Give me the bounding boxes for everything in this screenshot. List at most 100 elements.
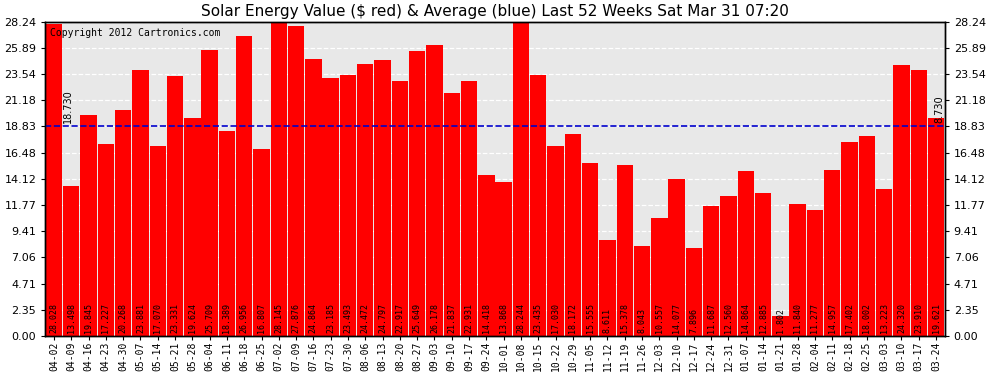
Text: 21.837: 21.837 — [447, 303, 456, 333]
Text: 24.797: 24.797 — [378, 303, 387, 333]
Bar — [270, 23, 287, 336]
Text: 17.227: 17.227 — [101, 303, 110, 333]
Bar — [893, 65, 910, 336]
Text: 11.687: 11.687 — [707, 303, 716, 333]
Text: 28.244: 28.244 — [517, 303, 526, 333]
Text: 11.840: 11.840 — [793, 303, 802, 333]
Bar — [253, 149, 269, 336]
Bar — [115, 110, 132, 336]
Bar — [842, 142, 857, 336]
Bar — [807, 210, 823, 336]
Bar — [374, 60, 391, 336]
Text: 22.917: 22.917 — [395, 303, 404, 333]
Bar — [201, 50, 218, 336]
Bar — [305, 59, 322, 336]
Text: 23.881: 23.881 — [136, 303, 145, 333]
Bar — [357, 64, 373, 336]
Text: 10.557: 10.557 — [654, 303, 664, 333]
Text: 20.268: 20.268 — [119, 303, 128, 333]
Bar — [754, 192, 771, 336]
Text: 19.621: 19.621 — [932, 303, 940, 333]
Text: 14.418: 14.418 — [482, 303, 491, 333]
Bar — [928, 118, 944, 336]
Bar — [513, 22, 530, 336]
Bar — [444, 93, 460, 336]
Text: 14.957: 14.957 — [828, 303, 837, 333]
Text: 17.070: 17.070 — [153, 303, 162, 333]
Bar — [392, 81, 408, 336]
Text: 23.910: 23.910 — [914, 303, 924, 333]
Text: 13.223: 13.223 — [880, 303, 889, 333]
Text: 1.802: 1.802 — [776, 308, 785, 333]
Bar — [738, 171, 754, 336]
Bar — [63, 186, 79, 336]
Text: 23.493: 23.493 — [344, 303, 352, 333]
Text: 8.730: 8.730 — [935, 96, 944, 123]
Bar — [288, 26, 304, 336]
Bar — [789, 204, 806, 336]
Text: 8.043: 8.043 — [638, 308, 646, 333]
Text: 15.555: 15.555 — [586, 303, 595, 333]
Bar — [858, 136, 875, 336]
Bar — [721, 196, 737, 336]
Text: 18.172: 18.172 — [568, 303, 577, 333]
Text: 24.472: 24.472 — [360, 303, 370, 333]
Text: 12.560: 12.560 — [724, 303, 733, 333]
Bar — [323, 78, 339, 336]
Bar — [167, 76, 183, 336]
Bar — [582, 163, 598, 336]
Bar — [530, 75, 546, 336]
Text: 28.145: 28.145 — [274, 303, 283, 333]
Bar — [824, 170, 841, 336]
Text: 7.896: 7.896 — [689, 308, 698, 333]
Text: 13.868: 13.868 — [499, 303, 508, 333]
Bar — [98, 144, 114, 336]
Bar — [634, 246, 650, 336]
Text: 19.624: 19.624 — [188, 303, 197, 333]
Bar — [46, 24, 62, 336]
Bar — [184, 118, 201, 336]
Bar — [236, 36, 252, 336]
Text: 23.331: 23.331 — [170, 303, 179, 333]
Text: 13.498: 13.498 — [66, 303, 76, 333]
Text: 12.885: 12.885 — [758, 303, 767, 333]
Bar — [478, 176, 495, 336]
Text: 28.028: 28.028 — [50, 303, 58, 333]
Text: 25.709: 25.709 — [205, 303, 214, 333]
Bar — [686, 248, 702, 336]
Text: 23.185: 23.185 — [326, 303, 336, 333]
Text: 26.178: 26.178 — [430, 303, 439, 333]
Bar — [876, 189, 892, 336]
Text: 17.030: 17.030 — [551, 303, 560, 333]
Text: 8.611: 8.611 — [603, 308, 612, 333]
Bar — [911, 70, 927, 336]
Bar — [617, 165, 633, 336]
Text: 22.931: 22.931 — [464, 303, 473, 333]
Bar — [668, 179, 685, 336]
Bar — [219, 131, 236, 336]
Text: 11.277: 11.277 — [811, 303, 820, 333]
Bar — [409, 51, 426, 336]
Bar — [460, 81, 477, 336]
Text: 18.002: 18.002 — [862, 303, 871, 333]
Text: 26.956: 26.956 — [240, 303, 248, 333]
Bar — [547, 147, 563, 336]
Text: 27.876: 27.876 — [292, 303, 301, 333]
Text: 16.807: 16.807 — [257, 303, 266, 333]
Text: 18.389: 18.389 — [223, 303, 232, 333]
Text: 18.730: 18.730 — [62, 89, 72, 123]
Bar — [495, 182, 512, 336]
Bar — [703, 206, 720, 336]
Bar — [149, 146, 166, 336]
Bar — [427, 45, 443, 336]
Text: 24.864: 24.864 — [309, 303, 318, 333]
Bar — [564, 134, 581, 336]
Bar — [340, 75, 356, 336]
Bar — [599, 240, 616, 336]
Text: 24.320: 24.320 — [897, 303, 906, 333]
Bar — [80, 115, 97, 336]
Bar — [133, 70, 148, 336]
Bar — [651, 219, 667, 336]
Text: 25.649: 25.649 — [413, 303, 422, 333]
Text: 14.864: 14.864 — [742, 303, 750, 333]
